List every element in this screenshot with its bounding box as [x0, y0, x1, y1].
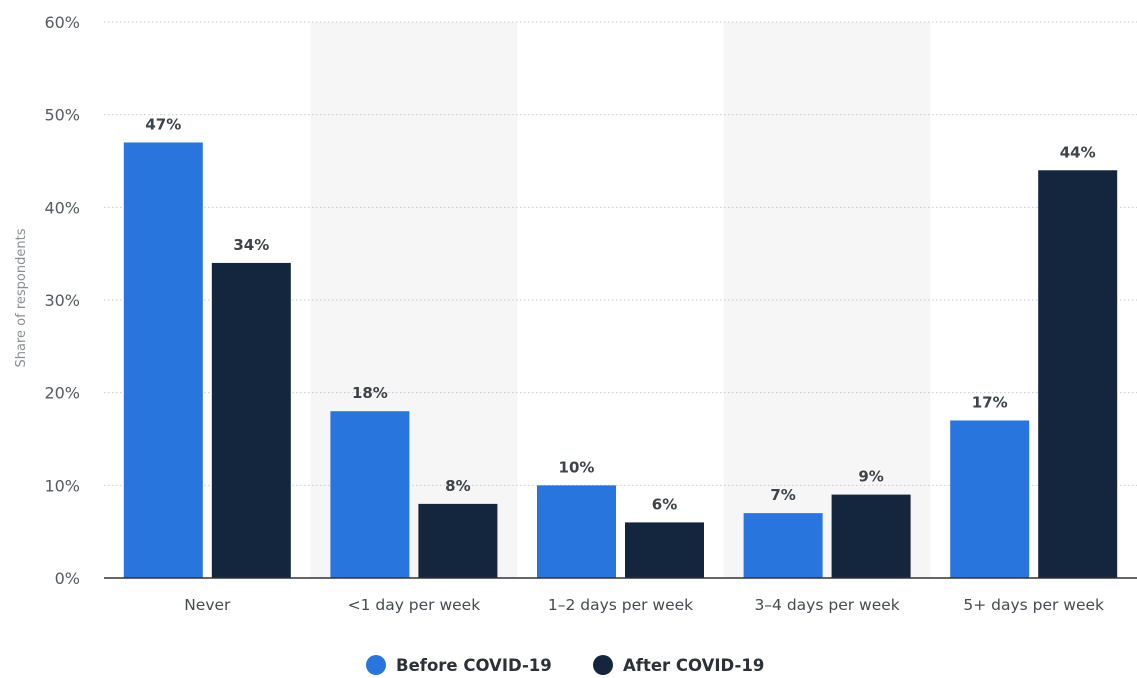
- x-category-label: 3–4 days per week: [754, 596, 899, 614]
- bar-after-covid[interactable]: [831, 494, 911, 578]
- category-band: [723, 22, 931, 578]
- data-label: 9%: [858, 468, 883, 486]
- data-label: 7%: [770, 486, 795, 504]
- legend-item-after-covid[interactable]: After COVID-19: [593, 655, 764, 675]
- legend-item-before-covid[interactable]: Before COVID-19: [366, 655, 552, 675]
- bar-before-covid[interactable]: [743, 513, 823, 578]
- data-label: 18%: [352, 384, 388, 402]
- x-category-label: Never: [184, 596, 231, 614]
- data-label: 44%: [1060, 143, 1096, 161]
- y-tick-label: 50%: [44, 106, 80, 125]
- x-category-label: 5+ days per week: [963, 596, 1104, 614]
- data-label: 34%: [233, 236, 269, 254]
- bar-before-covid[interactable]: [330, 411, 410, 578]
- y-axis-title: Share of respondents: [14, 228, 29, 367]
- y-axis-ticks: 0% 10% 20% 30% 40% 50% 60%: [44, 13, 80, 588]
- bar-before-covid[interactable]: [123, 142, 203, 578]
- legend: Before COVID-19 After COVID-19: [366, 655, 764, 675]
- data-labels: 47% 34% 18% 8% 10% 6% 7% 9% 17% 44%: [145, 115, 1095, 513]
- x-category-label: <1 day per week: [348, 596, 481, 614]
- data-label: 6%: [652, 495, 677, 513]
- legend-swatch: [593, 655, 613, 675]
- bar-before-covid[interactable]: [950, 420, 1030, 578]
- bar-after-covid[interactable]: [625, 522, 704, 578]
- legend-swatch: [366, 655, 386, 675]
- bar-after-covid[interactable]: [211, 262, 291, 578]
- y-tick-label: 30%: [44, 291, 80, 310]
- y-tick-label: 20%: [44, 384, 80, 403]
- y-tick-label: 60%: [44, 13, 80, 32]
- legend-label: Before COVID-19: [396, 656, 552, 675]
- bars: [123, 142, 1118, 578]
- bar-after-covid[interactable]: [1038, 170, 1118, 578]
- legend-label: After COVID-19: [623, 656, 764, 675]
- bar-before-covid[interactable]: [537, 485, 616, 578]
- x-axis-categories: Never <1 day per week 1–2 days per week 3–4…: [184, 596, 1104, 614]
- y-tick-label: 0%: [55, 569, 80, 588]
- data-label: 8%: [445, 477, 470, 495]
- bar-after-covid[interactable]: [418, 503, 498, 578]
- data-label: 47%: [145, 115, 181, 133]
- data-label: 10%: [559, 458, 595, 476]
- data-label: 17%: [972, 393, 1008, 411]
- y-tick-label: 40%: [44, 198, 80, 217]
- x-category-label: 1–2 days per week: [548, 596, 693, 614]
- y-tick-label: 10%: [44, 476, 80, 495]
